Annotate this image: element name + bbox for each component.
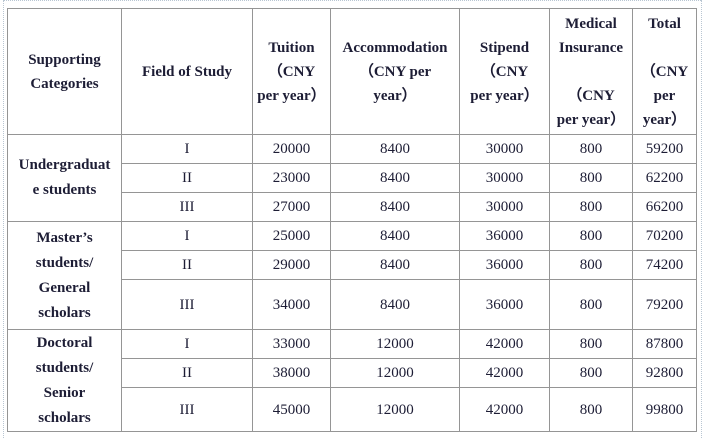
table-row: Master’s students/ General scholars I 25… (7, 221, 697, 330)
insurance-cell: 800 (549, 163, 633, 193)
total-cell: 62200 (632, 163, 697, 193)
header-supporting-categories: Supporting Categories (7, 8, 122, 135)
tuition-cell: 25000 (252, 221, 331, 251)
insurance-cell: 800 (549, 387, 633, 432)
field-of-study-cell: III (121, 387, 253, 432)
tuition-cell: 29000 (252, 250, 331, 280)
stipend-cell: 42000 (459, 358, 550, 388)
field-of-study-cell: I (121, 134, 253, 164)
field-of-study-cell: II (121, 358, 253, 388)
stipend-cell: 36000 (459, 279, 550, 330)
accommodation-cell: 8400 (330, 221, 460, 251)
text-boundary-left (3, 0, 4, 438)
stipend-cell: 36000 (459, 221, 550, 251)
table-row: Undergraduat e students I 20000 8400 300… (7, 134, 697, 222)
total-cell: 70200 (632, 221, 697, 251)
table-row: III 34000 8400 36000 800 79200 (8, 279, 697, 330)
accommodation-cell: 8400 (330, 279, 460, 330)
total-cell: 79200 (632, 279, 697, 330)
tuition-cell: 20000 (252, 134, 331, 164)
table-row: II 23000 8400 30000 800 62200 (8, 163, 697, 193)
table-row: Doctoral students/ Senior scholars I 330… (7, 329, 697, 432)
field-of-study-cell: I (121, 329, 253, 359)
scholarship-fees-table: Supporting Categories Field of Study Tui… (7, 8, 697, 432)
table-row: II 29000 8400 36000 800 74200 (8, 250, 697, 280)
text-boundary-top (3, 0, 701, 1)
accommodation-cell: 12000 (330, 387, 460, 432)
accommodation-cell: 8400 (330, 163, 460, 193)
field-of-study-cell: II (121, 250, 253, 280)
tuition-cell: 23000 (252, 163, 331, 193)
total-cell: 99800 (632, 387, 697, 432)
table-row: III 27000 8400 30000 800 66200 (8, 192, 697, 222)
stipend-cell: 30000 (459, 134, 550, 164)
total-cell: 74200 (632, 250, 697, 280)
total-cell: 66200 (632, 192, 697, 222)
accommodation-cell: 12000 (330, 329, 460, 359)
tuition-cell: 34000 (252, 279, 331, 330)
total-cell: 92800 (632, 358, 697, 388)
tuition-cell: 33000 (252, 329, 331, 359)
tuition-cell: 45000 (252, 387, 331, 432)
category-cell-masters: Master’s students/ General scholars (7, 221, 122, 330)
field-of-study-cell: III (121, 192, 253, 222)
insurance-cell: 800 (549, 221, 633, 251)
tuition-cell: 27000 (252, 192, 331, 222)
category-cell-undergraduate: Undergraduat e students (7, 134, 122, 222)
field-of-study-cell: II (121, 163, 253, 193)
accommodation-cell: 8400 (330, 134, 460, 164)
category-cell-doctoral: Doctoral students/ Senior scholars (7, 329, 122, 432)
tuition-cell: 38000 (252, 358, 331, 388)
total-cell: 59200 (632, 134, 697, 164)
insurance-cell: 800 (549, 192, 633, 222)
insurance-cell: 800 (549, 134, 633, 164)
stipend-cell: 42000 (459, 329, 550, 359)
text-boundary-right (701, 0, 702, 438)
insurance-cell: 800 (549, 329, 633, 359)
table-row: III 45000 12000 42000 800 99800 (8, 387, 697, 432)
header-field-of-study: Field of Study (121, 8, 253, 135)
stipend-cell: 36000 (459, 250, 550, 280)
header-medical-insurance: Medical Insurance （CNY per year） (549, 8, 633, 135)
accommodation-cell: 12000 (330, 358, 460, 388)
insurance-cell: 800 (549, 358, 633, 388)
accommodation-cell: 8400 (330, 250, 460, 280)
total-cell: 87800 (632, 329, 697, 359)
stipend-cell: 30000 (459, 163, 550, 193)
header-row: Supporting Categories Field of Study Tui… (7, 8, 697, 135)
insurance-cell: 800 (549, 279, 633, 330)
stipend-cell: 30000 (459, 192, 550, 222)
header-accommodation: Accommodation （CNY per year） (330, 8, 460, 135)
accommodation-cell: 8400 (330, 192, 460, 222)
header-tuition: Tuition （CNY per year） (252, 8, 331, 135)
field-of-study-cell: III (121, 279, 253, 330)
field-of-study-cell: I (121, 221, 253, 251)
header-stipend: Stipend （CNY per year） (459, 8, 550, 135)
stipend-cell: 42000 (459, 387, 550, 432)
insurance-cell: 800 (549, 250, 633, 280)
header-total: Total （CNY per year） (632, 8, 697, 135)
